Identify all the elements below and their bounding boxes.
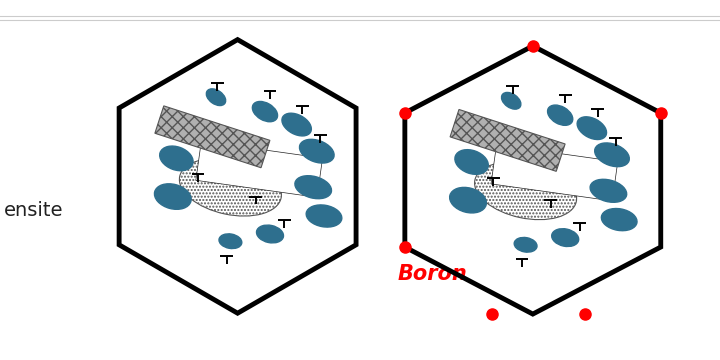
Ellipse shape	[256, 225, 284, 243]
Ellipse shape	[219, 234, 242, 248]
Polygon shape	[155, 106, 270, 168]
Ellipse shape	[160, 146, 193, 171]
Text: ensite: ensite	[4, 201, 63, 220]
Ellipse shape	[207, 89, 225, 105]
Ellipse shape	[295, 176, 331, 199]
Polygon shape	[491, 145, 618, 201]
Ellipse shape	[450, 188, 486, 213]
Ellipse shape	[300, 139, 334, 163]
Ellipse shape	[252, 102, 278, 122]
Ellipse shape	[502, 93, 521, 109]
Ellipse shape	[547, 105, 573, 125]
Ellipse shape	[474, 162, 577, 220]
Ellipse shape	[455, 150, 488, 174]
Ellipse shape	[282, 113, 311, 136]
Polygon shape	[450, 109, 565, 171]
Ellipse shape	[595, 143, 629, 167]
Text: Boron: Boron	[397, 264, 467, 284]
Ellipse shape	[306, 205, 342, 227]
Ellipse shape	[514, 238, 537, 252]
Ellipse shape	[552, 229, 579, 247]
Ellipse shape	[577, 117, 606, 140]
Polygon shape	[196, 141, 323, 197]
Ellipse shape	[155, 184, 191, 209]
Ellipse shape	[601, 208, 637, 231]
Ellipse shape	[179, 158, 282, 216]
Ellipse shape	[590, 179, 626, 202]
